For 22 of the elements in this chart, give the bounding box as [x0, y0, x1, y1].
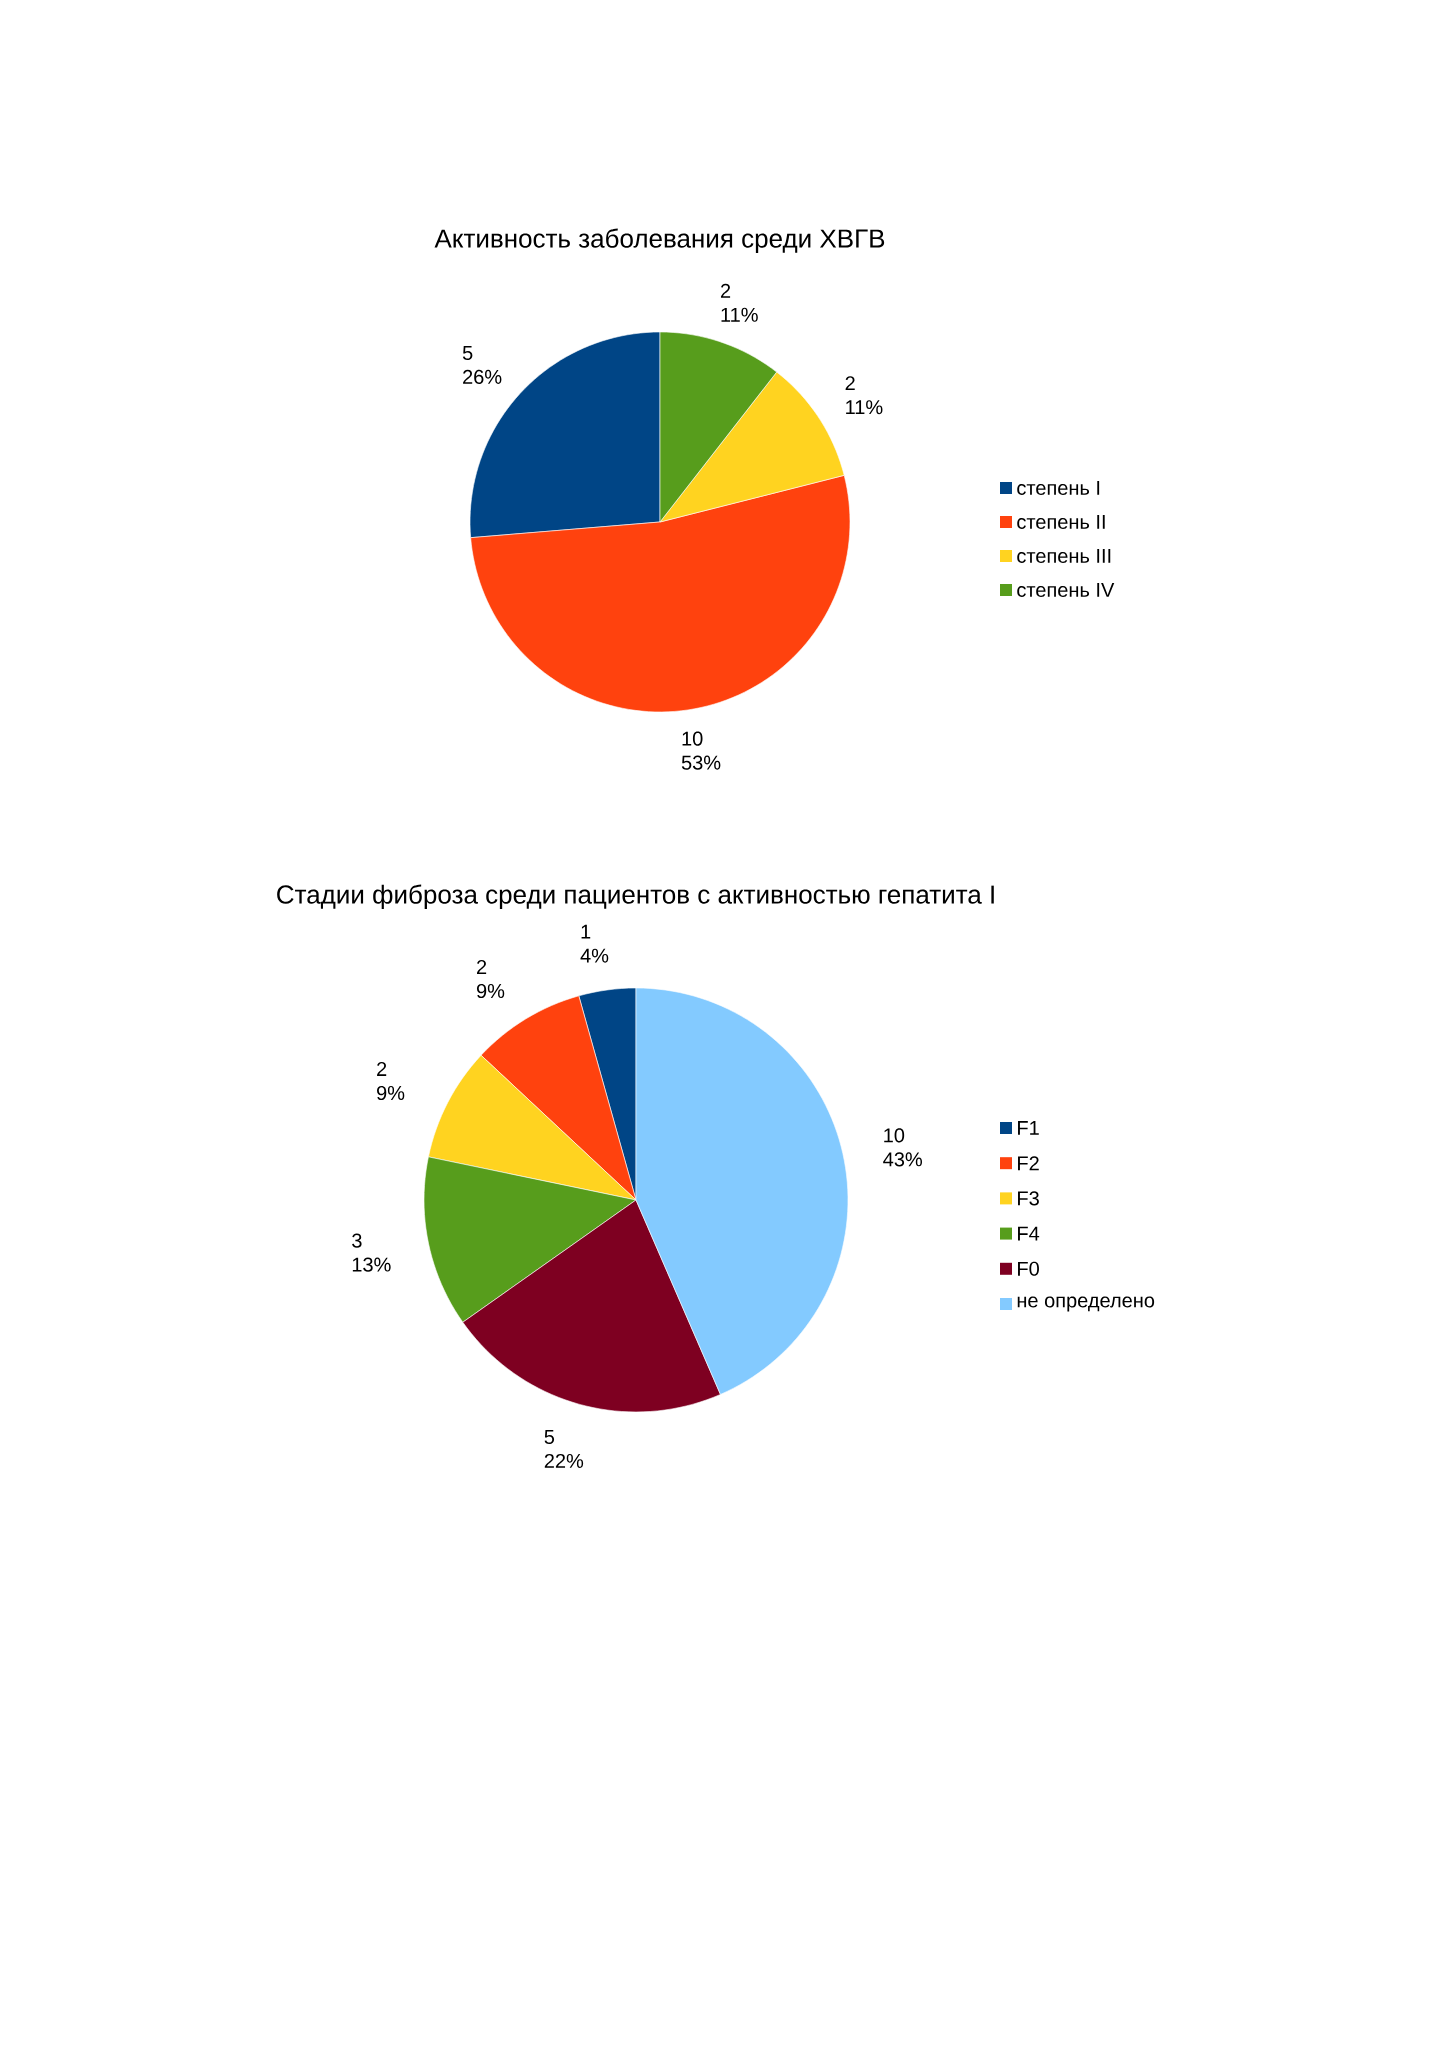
data-label: 2 11% — [845, 376, 883, 415]
chart-title: Активность заболевания среди ХВГВ — [434, 228, 885, 253]
legend-label: степень IV — [1017, 583, 1115, 597]
legend-label: F3 — [1018, 1191, 1039, 1206]
legend-label: F1 — [1018, 1121, 1039, 1135]
data-label: 2 9% — [476, 959, 505, 999]
legend-label: F2 — [1018, 1156, 1039, 1171]
data-label: 1 4% — [580, 924, 609, 963]
data-label: 10 53% — [681, 731, 721, 770]
chart-title: Стадии фиброза среди пациентов с активностью гепатита I — [277, 884, 994, 909]
legend-label: не определено — [1017, 1296, 1155, 1312]
legend-label: степень I — [1017, 481, 1100, 495]
legend-label: F4 — [1018, 1226, 1040, 1241]
data-label: 3 13% — [352, 1233, 391, 1272]
legend-label: степень II — [1017, 515, 1105, 529]
data-label: 5 22% — [544, 1430, 584, 1468]
data-label: 5 26% — [462, 346, 502, 384]
data-label: 2 9% — [377, 1061, 405, 1101]
data-label: 2 11% — [720, 283, 758, 322]
legend-label: степень III — [1017, 549, 1111, 563]
data-label: 10 43% — [883, 1128, 923, 1167]
legend-label: F0 — [1018, 1261, 1039, 1276]
